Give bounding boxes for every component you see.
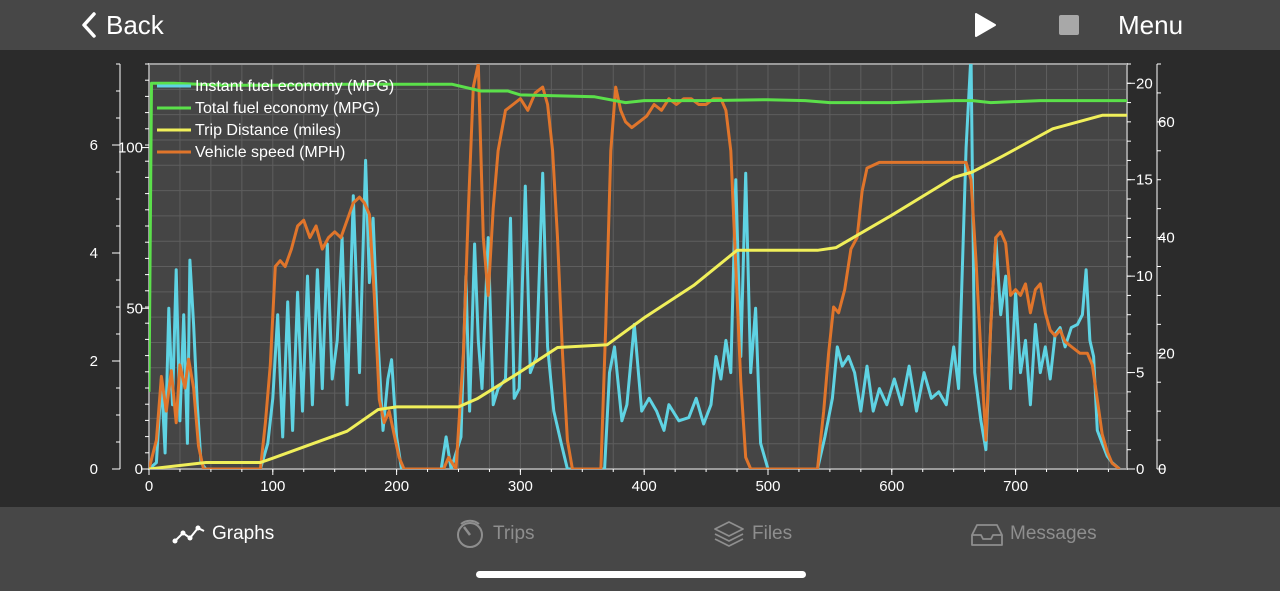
series-group <box>149 64 1127 469</box>
left_outer-tick-label: 6 <box>90 137 98 154</box>
play-icon[interactable] <box>973 12 997 38</box>
graph-panel: 0 100 200 300 400 500 600 700 0 2 4 6 0 50 100 0 5 10 15 20… <box>0 50 1280 507</box>
left_inner-tick-label: 100 <box>118 140 143 157</box>
vehicle-speed-line <box>149 64 1121 469</box>
x-tick-label: 400 <box>632 478 657 495</box>
x-tick-label: 200 <box>384 478 409 495</box>
tab-messages[interactable]: Messages <box>970 519 1097 549</box>
trip-distance-line <box>149 113 1127 469</box>
x-tick-label: 0 <box>145 478 153 495</box>
instant-fuel-economy-line <box>149 64 1121 469</box>
tab-label: Messages <box>1010 523 1097 544</box>
right_outer-tick-label: 60 <box>1158 114 1175 131</box>
legend-entry: Trip Distance (miles) <box>195 122 341 139</box>
right_inner-tick-label: 5 <box>1136 365 1144 382</box>
graph-line-icon <box>172 525 205 544</box>
legend-entry: Vehicle speed (MPH) <box>195 144 345 161</box>
top-nav-bar: Back Menu <box>0 0 1280 50</box>
x-tick-label: 700 <box>1003 478 1028 495</box>
left_inner-tick-label: 50 <box>126 300 143 317</box>
right_inner-tick-label: 10 <box>1136 268 1153 285</box>
back-button[interactable]: Back <box>80 8 164 42</box>
right_inner-tick-label: 20 <box>1136 75 1153 92</box>
tab-label: Trips <box>493 523 535 544</box>
home-indicator[interactable] <box>476 571 806 578</box>
left_outer-tick-label: 0 <box>90 461 98 478</box>
chevron-left-icon <box>82 12 96 38</box>
tab-label: Graphs <box>212 523 275 544</box>
stop-icon[interactable] <box>1058 14 1080 36</box>
x-tick-label: 300 <box>508 478 533 495</box>
grid <box>148 63 1127 470</box>
right_outer-tick-label: 20 <box>1158 345 1175 362</box>
fuel-economy-chart[interactable]: 0 100 200 300 400 500 600 700024605010005101520… <box>0 50 1280 507</box>
x-tick-label: 600 <box>879 478 904 495</box>
x-tick-label: 100 <box>260 478 285 495</box>
right_outer-tick-label: 0 <box>1158 461 1166 478</box>
inbox-tray-icon <box>971 524 1003 546</box>
x-tick-label: 500 <box>755 478 780 495</box>
tab-trips[interactable]: Trips <box>453 519 535 549</box>
layers-icon <box>714 521 744 547</box>
legend-entry: Total fuel economy (MPG) <box>195 100 380 117</box>
back-label: Back <box>106 9 164 40</box>
gauge-icon <box>457 519 483 548</box>
tab-graphs[interactable]: Graphs <box>172 519 274 549</box>
left_inner-tick-label: 0 <box>135 461 143 478</box>
bottom-tab-bar: Graphs Trips Files Messages <box>0 507 1280 591</box>
right_outer-tick-label: 40 <box>1158 230 1175 247</box>
menu-button[interactable]: Menu <box>1118 10 1184 40</box>
right_inner-tick-label: 15 <box>1136 172 1153 189</box>
left_outer-tick-label: 4 <box>90 245 98 262</box>
right_inner-tick-label: 0 <box>1136 461 1144 478</box>
tab-label: Files <box>752 523 793 544</box>
total-fuel-economy-line <box>149 81 1127 392</box>
left_outer-tick-label: 2 <box>90 353 98 370</box>
legend-entry: Instant fuel economy (MPG) <box>195 78 394 95</box>
chart-legend: Instant fuel economy (MPG) Total fuel eco… <box>157 78 394 161</box>
tab-files[interactable]: Files <box>712 519 792 549</box>
